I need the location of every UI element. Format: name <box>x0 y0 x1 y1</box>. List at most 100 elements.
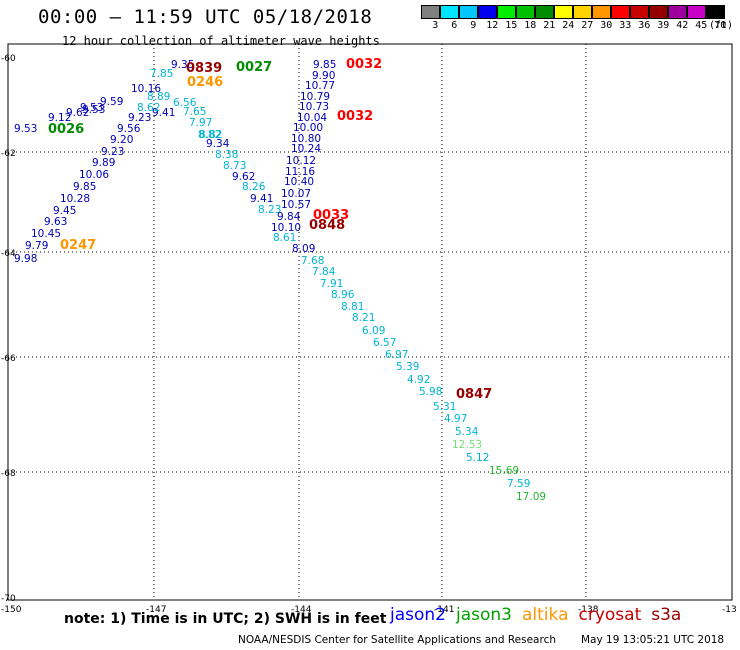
swh-observation: 8.61 <box>273 232 296 244</box>
swh-observation: 9.85 <box>73 181 96 193</box>
swh-observation: 10.28 <box>60 193 90 205</box>
satellite-s3a: s3a <box>651 605 682 625</box>
pass-time-label: 0026 <box>48 122 84 137</box>
swh-observation: 8.82 <box>198 129 221 141</box>
swh-observation: 8.21 <box>352 312 375 324</box>
legend-swatch <box>554 5 573 19</box>
swh-observation: 9.98 <box>14 253 37 265</box>
swh-observation: 10.04 <box>297 112 327 124</box>
pass-time-label: 0246 <box>187 75 223 90</box>
swh-observation: 9.79 <box>25 240 48 252</box>
legend-swatch <box>649 5 668 19</box>
swh-observation: 9.23 <box>101 146 124 158</box>
swh-observation: 7.59 <box>507 478 530 490</box>
legend-labels: 3 6 9 12 15 18 21 24 27 30 33 36 39 42 45 70 (ft) <box>421 19 733 33</box>
legend-swatch <box>440 5 459 19</box>
swh-observation: 8.89 <box>147 91 170 103</box>
swh-observation: 9.63 <box>44 216 67 228</box>
swh-observation: 8.82 <box>199 129 222 141</box>
legend-swatch <box>687 5 706 19</box>
swh-observation: 9.41 <box>152 107 175 119</box>
legend-swatch <box>516 5 535 19</box>
legend-swatches <box>421 5 725 19</box>
pass-time-label: 0032 <box>337 109 373 124</box>
swh-observation: 7.85 <box>150 68 173 80</box>
swh-observation: 9.53 <box>80 102 103 114</box>
swh-observation: 9.90 <box>312 70 335 82</box>
lat-label: -66 <box>1 354 16 364</box>
swh-observation: 5.12 <box>466 452 489 464</box>
swh-observation: 8.38 <box>215 149 238 161</box>
swh-observation: 12.53 <box>452 439 482 451</box>
legend-label: 12 <box>486 20 499 31</box>
pass-time-label: 0247 <box>60 238 96 253</box>
legend-swatch <box>421 5 440 19</box>
plot-frame <box>7 43 733 601</box>
lon-label: -144 <box>291 605 312 615</box>
lon-label: -141 <box>434 605 454 615</box>
satellite-jason2: jason2 <box>390 605 446 625</box>
legend-swatch <box>668 5 687 19</box>
lat-label: -68 <box>1 469 16 479</box>
swh-observation: 9.23 <box>128 112 151 124</box>
swh-observation: 8.81 <box>341 301 364 313</box>
swh-observation: 6.56 <box>173 97 197 109</box>
swh-observation: 5.31 <box>433 401 456 413</box>
satellite-altika: altika <box>522 605 569 625</box>
legend-label: 39 <box>657 20 670 31</box>
swh-observation: 6.09 <box>362 325 385 337</box>
swh-observation: 8.26 <box>242 181 266 193</box>
swh-observation: 17.09 <box>516 491 546 503</box>
lat-label: -60 <box>1 54 16 64</box>
swh-observation: 9.62 <box>232 171 255 183</box>
pass-time-label: 0839 <box>186 61 222 76</box>
swh-observation: 10.73 <box>299 101 329 113</box>
swh-observation: 10.24 <box>291 143 321 155</box>
legend-label: 45 <box>695 20 708 31</box>
swh-observation: 9.53 <box>14 123 37 135</box>
swh-observation: 7.91 <box>320 278 343 290</box>
swh-observation: 10.57 <box>281 199 311 211</box>
lat-label: -64 <box>1 249 16 259</box>
swh-observation: 9.34 <box>206 138 230 150</box>
satellite-cryosat: cryosat <box>578 605 642 625</box>
legend-swatch <box>535 5 554 19</box>
swh-observation: 7.84 <box>312 266 336 278</box>
swh-observation: 4.97 <box>444 413 467 425</box>
swh-observation: 9.85 <box>313 59 336 71</box>
color-legend: 3 6 9 12 15 18 21 24 27 30 33 36 39 42 45 70 (ft) <box>421 5 733 33</box>
legend-swatch <box>706 5 725 19</box>
legend-label: 18 <box>524 20 537 31</box>
swh-observation: 5.34 <box>455 426 479 438</box>
map-title: 00:00 – 11:59 UTC 05/18/2018 <box>38 6 373 28</box>
swh-observation: 10.07 <box>281 188 311 200</box>
swh-observation: 10.77 <box>305 80 335 92</box>
legend-swatch <box>497 5 516 19</box>
legend-swatch <box>611 5 630 19</box>
swh-observation: 5.98 <box>419 386 442 398</box>
legend-label: 15 <box>505 20 518 31</box>
legend-label: 27 <box>581 20 594 31</box>
swh-observation: 10.06 <box>79 169 109 181</box>
swh-observation: 9.84 <box>277 211 301 223</box>
legend-label: 36 <box>638 20 651 31</box>
swh-observation: 9.20 <box>110 134 133 146</box>
footer-note: note: 1) Time is in UTC; 2) SWH is in fe… <box>64 611 387 627</box>
pass-time-label: 0847 <box>456 387 492 402</box>
legend-label: 33 <box>619 20 632 31</box>
swh-observation: 9.41 <box>250 193 273 205</box>
footer-credit: NOAA/NESDIS Center for Satellite Applica… <box>238 634 556 646</box>
swh-observation: 8.09 <box>292 243 315 255</box>
swh-observation: 10.40 <box>284 176 314 188</box>
swh-observation: 9.56 <box>117 123 141 135</box>
swh-observation: 9.45 <box>53 205 76 217</box>
legend-label: 6 <box>451 20 458 31</box>
pass-time-label: 0033 <box>313 208 349 223</box>
legend-label: 3 <box>432 20 439 31</box>
swh-observation: 9.12 <box>48 112 71 124</box>
swh-observation: 10.45 <box>31 228 61 240</box>
legend-swatch <box>459 5 478 19</box>
swh-observation: 7.65 <box>183 106 206 118</box>
swh-observation: 8.73 <box>223 160 246 172</box>
